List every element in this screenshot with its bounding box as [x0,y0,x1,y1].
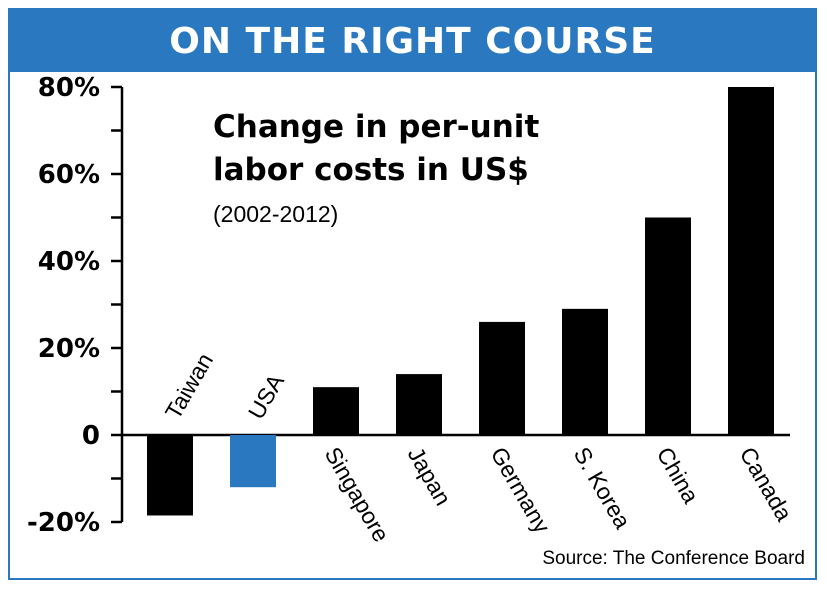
axis-layer: -20% 0 20% 40% 60% 80% [27,73,790,538]
bar-japan [396,374,442,435]
y-tick-label: 0 [82,421,100,451]
title-banner: ON THE RIGHT COURSE [10,10,815,72]
category-label: China [652,443,705,508]
bar-singapore [313,387,359,435]
chart-title-line2: labor costs in US$ [213,152,529,188]
bar-china [645,217,691,435]
y-tick-label: -20% [27,508,100,538]
bars-layer [147,87,774,516]
source-note: Source: The Conference Board [542,548,805,569]
y-tick-label: 20% [38,334,100,364]
y-tick-label: 60% [38,160,100,190]
category-label: Taiwan [160,348,218,423]
bar-taiwan [147,435,193,516]
bar-germany [479,321,525,435]
category-label: Japan [403,443,457,510]
chart-title-line1: Change in per-unit [213,109,539,145]
bar-s-korea [562,308,608,435]
category-label: Canada [735,443,798,526]
y-tick-label: 80% [38,73,100,103]
category-label: S. Korea [569,443,636,534]
category-label: Germany [486,443,556,538]
y-tick-label: 40% [38,247,100,277]
bar-canada [728,87,774,435]
banner-title: ON THE RIGHT COURSE [169,20,656,62]
bar-usa [230,435,276,488]
chart-subtitle: (2002-2012) [213,201,338,227]
category-label: Singapore [320,443,395,547]
category-label: USA [243,369,289,424]
